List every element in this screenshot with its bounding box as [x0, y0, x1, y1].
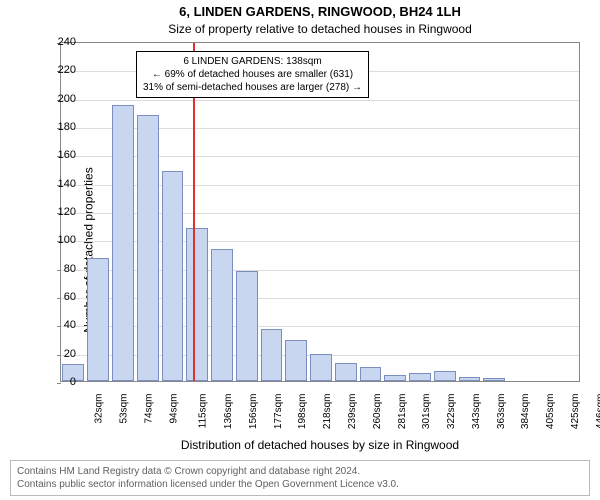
histogram-bar	[335, 363, 357, 381]
xtick-label: 94sqm	[168, 394, 179, 424]
histogram-bar	[137, 115, 159, 381]
ytick-label: 200	[46, 93, 76, 105]
footer-line-2: Contains public sector information licen…	[17, 478, 583, 491]
histogram-bar	[236, 271, 258, 382]
footer-line-1: Contains HM Land Registry data © Crown c…	[17, 465, 583, 478]
ytick-label: 160	[46, 149, 76, 161]
histogram-bar	[384, 375, 406, 381]
histogram-bar	[87, 258, 109, 381]
ytick-label: 40	[46, 319, 76, 331]
xtick-label: 446sqm	[595, 394, 600, 430]
histogram-bar	[409, 373, 431, 382]
xtick-label: 301sqm	[421, 394, 432, 430]
ytick-label: 20	[46, 348, 76, 360]
callout-box: 6 LINDEN GARDENS: 138sqm← 69% of detache…	[136, 51, 369, 98]
histogram-bar	[285, 340, 307, 381]
histogram-bar	[434, 371, 456, 381]
histogram-bar	[112, 105, 134, 381]
xtick-label: 115sqm	[198, 394, 209, 429]
gridline	[61, 100, 579, 101]
ytick-label: 80	[46, 263, 76, 275]
xtick-label: 74sqm	[143, 394, 154, 424]
xtick-label: 177sqm	[273, 394, 284, 430]
ytick-label: 60	[46, 291, 76, 303]
xtick-label: 281sqm	[397, 394, 408, 430]
ytick-label: 220	[46, 64, 76, 76]
histogram-bar	[483, 378, 505, 381]
callout-line: ← 69% of detached houses are smaller (63…	[143, 68, 362, 81]
xtick-label: 239sqm	[347, 394, 358, 430]
chart-subtitle: Size of property relative to detached ho…	[60, 22, 580, 36]
callout-line: 6 LINDEN GARDENS: 138sqm	[143, 55, 362, 68]
ytick-label: 140	[46, 178, 76, 190]
callout-line: 31% of semi-detached houses are larger (…	[143, 81, 362, 94]
xtick-label: 405sqm	[545, 394, 556, 430]
xtick-label: 363sqm	[496, 394, 507, 430]
ytick-label: 0	[46, 376, 76, 388]
xtick-label: 53sqm	[119, 394, 130, 424]
chart-container: 6, LINDEN GARDENS, RINGWOOD, BH24 1LH Si…	[0, 0, 600, 500]
histogram-bar	[360, 367, 382, 381]
xtick-label: 260sqm	[372, 394, 383, 430]
histogram-bar	[310, 354, 332, 381]
attribution-footer: Contains HM Land Registry data © Crown c…	[10, 460, 590, 496]
xtick-label: 198sqm	[298, 394, 309, 430]
histogram-bar	[459, 377, 481, 381]
xtick-label: 32sqm	[94, 394, 105, 424]
plot-area: 6 LINDEN GARDENS: 138sqm← 69% of detache…	[60, 42, 580, 382]
histogram-bar	[162, 171, 184, 381]
histogram-bar	[186, 228, 208, 381]
xtick-label: 343sqm	[471, 394, 482, 430]
chart-title: 6, LINDEN GARDENS, RINGWOOD, BH24 1LH	[60, 4, 580, 19]
xtick-label: 322sqm	[446, 394, 457, 430]
xtick-label: 136sqm	[223, 394, 234, 430]
xtick-label: 425sqm	[570, 394, 581, 430]
ytick-label: 240	[46, 36, 76, 48]
ytick-label: 120	[46, 206, 76, 218]
xtick-label: 218sqm	[322, 394, 333, 430]
histogram-bar	[261, 329, 283, 381]
xtick-label: 156sqm	[248, 394, 259, 430]
ytick-label: 100	[46, 234, 76, 246]
ytick-label: 180	[46, 121, 76, 133]
x-axis-label: Distribution of detached houses by size …	[60, 438, 580, 452]
histogram-bar	[211, 249, 233, 381]
xtick-label: 384sqm	[520, 394, 531, 430]
